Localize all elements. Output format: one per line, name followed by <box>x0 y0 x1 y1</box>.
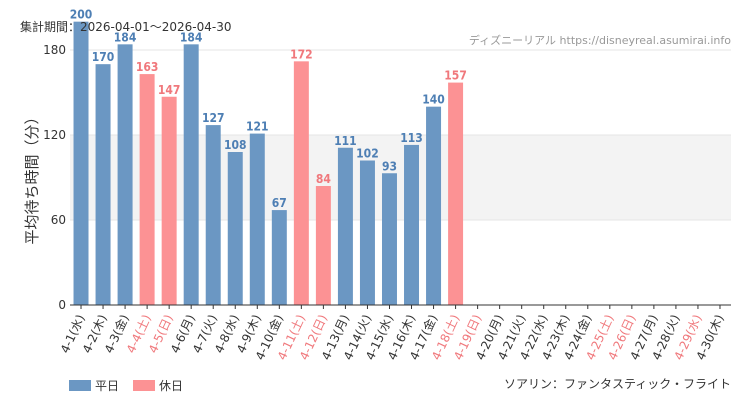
y-tick-120: 120 <box>43 128 66 142</box>
value-label-4-6(月): 184 <box>180 30 203 44</box>
bar-4-8(水) <box>227 152 243 305</box>
bar-4-6(月) <box>183 44 199 305</box>
value-label-4-16(木): 113 <box>400 131 423 145</box>
bar-4-7(火) <box>205 125 221 305</box>
value-label-4-11(土): 172 <box>290 47 313 61</box>
bar-4-4(土) <box>139 74 155 305</box>
bar-4-16(木) <box>404 144 420 305</box>
value-label-4-15(水): 93 <box>382 159 397 173</box>
y-axis-title: 平均待ち時間（分） <box>23 109 41 244</box>
y-tick-180: 180 <box>43 43 66 57</box>
y-tick-60: 60 <box>51 213 66 227</box>
bar-4-11(土) <box>293 61 309 306</box>
bars <box>73 21 464 306</box>
value-label-4-4(土): 163 <box>136 60 159 74</box>
value-label-4-1(水): 200 <box>70 8 93 22</box>
value-label-4-14(火): 102 <box>356 147 379 161</box>
bar-4-2(木) <box>95 64 111 306</box>
value-label-4-9(木): 121 <box>246 120 269 134</box>
bar-4-17(金) <box>426 106 442 306</box>
grid-lines <box>70 49 731 221</box>
legend-label-holiday: 休日 <box>159 379 183 393</box>
period-label: 集計期間：2026-04-01～2026-04-30 <box>20 19 231 34</box>
legend-swatch-weekday <box>69 380 91 391</box>
attraction-name: ソアリン：ファンタスティック・フライト <box>504 377 731 391</box>
bar-4-1(水) <box>73 21 89 306</box>
bar-4-5(日) <box>161 96 177 305</box>
bar-4-10(金) <box>271 210 287 305</box>
value-label-4-8(水): 108 <box>224 138 247 152</box>
value-label-4-12(日): 84 <box>316 172 332 186</box>
highlight-band <box>70 135 731 220</box>
value-labels: 200 170 184 163 147 184 127 108 121 67 172 84 111102… <box>70 8 467 210</box>
legend-swatch-holiday <box>133 380 155 391</box>
value-label-4-5(日): 147 <box>158 83 181 97</box>
legend-label-weekday: 平日 <box>95 379 119 393</box>
bar-4-13(月) <box>337 147 353 305</box>
x-tick-labels: 4-1(水)4-2(木)4-3(金)4-4(土)4-5(日)4-6(月)4-7(… <box>58 305 727 362</box>
bar-4-12(日) <box>315 186 331 305</box>
bar-4-15(水) <box>381 173 397 305</box>
y-tick-0: 0 <box>58 298 66 312</box>
value-label-4-3(金): 184 <box>114 30 137 44</box>
site-credit: ディズニーリアル https://disneyreal.asumirai.inf… <box>469 33 731 47</box>
bar-4-14(火) <box>359 160 375 305</box>
bar-4-3(金) <box>117 44 133 305</box>
value-label-4-10(金): 67 <box>272 196 287 210</box>
value-label-4-17(金): 140 <box>422 93 445 107</box>
value-label-4-13(月): 111 <box>334 134 357 148</box>
y-tick-labels: 0 60 120 180 <box>43 43 66 312</box>
bar-4-9(木) <box>249 133 265 305</box>
value-label-4-2(木): 170 <box>92 50 115 64</box>
bar-4-18(土) <box>448 82 464 305</box>
value-label-4-7(火): 127 <box>202 111 225 125</box>
value-label-4-18(土): 157 <box>444 69 467 83</box>
